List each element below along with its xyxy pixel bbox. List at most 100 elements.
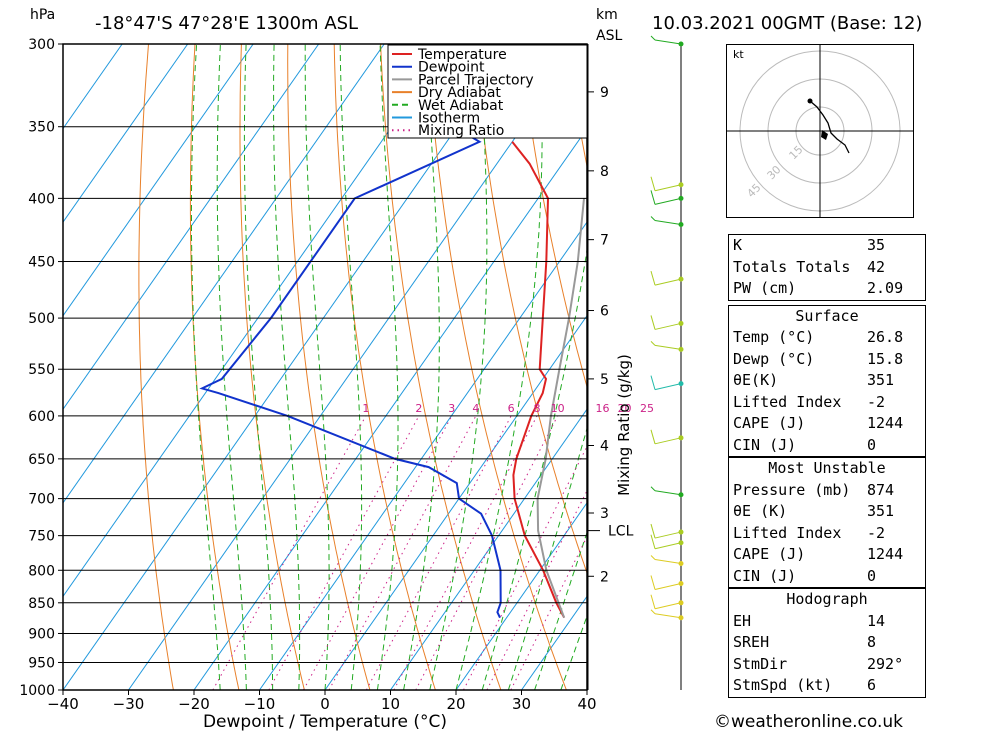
isotherm-line: [63, 44, 123, 130]
wind-barb-flag: [650, 315, 656, 330]
lcl-label: LCL: [608, 524, 634, 540]
hodograph-trace: [809, 100, 850, 154]
wet-adiabat-line: [304, 44, 330, 690]
surface-cin-value: 0: [867, 435, 877, 454]
mu-cape-value: 1244: [867, 545, 904, 563]
wind-barb-flag: [650, 429, 656, 444]
isotherm-line: [63, 44, 385, 504]
wind-barb-flag: [650, 486, 656, 492]
pressure-tick-label: 700: [28, 492, 55, 508]
sreh-value: 8: [867, 633, 877, 651]
mixing-ratio-line: [486, 489, 587, 690]
wet-adiabat-line: [273, 44, 301, 690]
x-tick-label: −20: [178, 695, 210, 713]
wind-barb: [654, 278, 682, 286]
pressure-tick-label: 450: [28, 255, 55, 271]
pressure-tick-label: 650: [28, 452, 55, 468]
wet-adiabat-line: [560, 614, 587, 690]
surface-theta-label: θE(K): [733, 371, 779, 389]
mixing-ratio-label: 10: [551, 402, 565, 415]
x-tick-label: −30: [113, 695, 145, 713]
stmspd-label: StmSpd (kt): [733, 676, 833, 694]
isotherm-line: [63, 44, 451, 598]
km-tick-label: 4: [600, 438, 609, 454]
isotherm-line: [390, 408, 587, 690]
wet-adiabat-line: [339, 44, 363, 690]
surface-temp-label: Temp (°C): [733, 328, 815, 346]
pressure-tick-label: 550: [28, 362, 55, 378]
isotherm-line: [63, 44, 516, 690]
km-tick-label: 8: [600, 164, 609, 180]
location-title: -18°47'S 47°28'E 1300m ASL: [95, 13, 358, 34]
wind-barb-flag: [650, 35, 656, 41]
pressure-tick-label: 900: [28, 626, 55, 642]
mixing-ratio-line: [365, 415, 512, 690]
k-value: 35: [867, 236, 886, 254]
wind-barb: [654, 542, 682, 550]
surface-cin-label: CIN (J): [733, 435, 797, 454]
mixing-ratio-label: 4: [472, 402, 479, 415]
wind-barb: [654, 437, 682, 445]
km-tick-label: 7: [600, 233, 609, 249]
mixing-ratio-line: [393, 415, 538, 690]
legend-label-wet-adiabat: Wet Adiabat: [418, 98, 504, 114]
legend-label-parcel-trajectory: Parcel Trajectory: [418, 72, 534, 88]
mixing-ratio-label: 2: [415, 402, 422, 415]
hodograph-ring-45: 45: [745, 181, 764, 200]
surface-li-value: -2: [867, 392, 886, 411]
copyright-footer[interactable]: ©weatheronline.co.uk: [714, 712, 904, 732]
surface-dewp-label: Dewp (°C): [733, 349, 815, 368]
pressure-tick-label: 400: [28, 191, 55, 207]
indices-table: K 35 Totals Totals 42 PW (cm) 2.09 Surface …: [728, 234, 926, 698]
x-tick-label: 0: [320, 695, 330, 713]
mixing-ratio-axis-title: Mixing Ratio (g/kg): [615, 354, 633, 496]
surface-cape-value: 1244: [867, 414, 904, 432]
legend-label-dry-adiabat: Dry Adiabat: [418, 85, 501, 101]
pw-label: PW (cm): [733, 279, 797, 297]
mu-cape-label: CAPE (J): [733, 545, 806, 563]
wet-adiabat-line: [455, 44, 543, 690]
wind-barb: [654, 531, 682, 539]
isotherm-line: [455, 501, 587, 690]
wind-barb-flag: [650, 190, 656, 205]
isotherm-line: [193, 127, 587, 690]
wet-adiabat-line: [376, 44, 399, 690]
mixing-ratio-label: 6: [508, 402, 515, 415]
dry-adiabat-line: [938, 44, 1000, 690]
pressure-tick-label: 800: [28, 563, 55, 579]
wind-barb: [654, 322, 682, 330]
sreh-label: SREH: [733, 633, 770, 651]
temperature-line: [511, 141, 566, 619]
k-label: K: [733, 236, 743, 254]
wet-adiabat-line: [534, 531, 587, 690]
wind-barb-flag: [650, 340, 656, 346]
mixing-ratio-label: 3: [448, 402, 455, 415]
stmdir-value: 292°: [867, 654, 904, 673]
tt-value: 42: [867, 257, 886, 276]
mu-li-label: Lifted Index: [733, 523, 842, 542]
isotherm-line: [259, 221, 587, 690]
mu-cin-value: 0: [867, 566, 877, 585]
wind-barb-flag: [650, 523, 656, 539]
wind-barb-flag: [650, 594, 656, 609]
dry-adiabat-line: [287, 44, 371, 690]
isotherm-line: [128, 44, 582, 690]
mixing-ratio-label: 1: [362, 402, 369, 415]
surface-temp-value: 26.8: [867, 328, 904, 346]
mixing-ratio-label: 25: [640, 402, 654, 415]
isotherm-line: [63, 44, 189, 224]
wind-barb: [654, 613, 682, 619]
legend-box: [387, 44, 588, 139]
mu-theta-value: 351: [867, 502, 895, 520]
pressure-tick-label: 500: [28, 311, 55, 327]
isotherm-line: [63, 44, 320, 411]
mu-li-value: -2: [867, 523, 886, 542]
pressure-tick-label: 850: [28, 596, 55, 612]
mu-title: Most Unstable: [729, 457, 925, 480]
wind-barb: [654, 383, 682, 391]
wind-barb-flag: [650, 534, 656, 549]
pressure-tick-label: 350: [28, 120, 55, 136]
pressure-tick-label: 950: [28, 655, 55, 671]
wind-barb-flag: [650, 375, 656, 390]
hodograph-plot: kt 15 30 45: [726, 44, 914, 218]
